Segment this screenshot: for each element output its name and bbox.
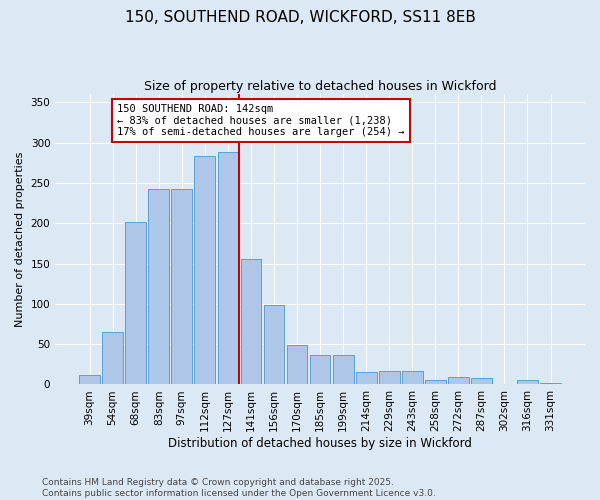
- Bar: [125, 222, 146, 384]
- Bar: [79, 375, 100, 384]
- Bar: [356, 372, 377, 384]
- Bar: [241, 260, 262, 384]
- Bar: [333, 354, 353, 384]
- Bar: [471, 378, 492, 384]
- Bar: [425, 380, 446, 384]
- Bar: [310, 354, 331, 384]
- Bar: [517, 380, 538, 384]
- Text: 150 SOUTHEND ROAD: 142sqm
← 83% of detached houses are smaller (1,238)
17% of se: 150 SOUTHEND ROAD: 142sqm ← 83% of detac…: [117, 104, 405, 137]
- Bar: [402, 371, 422, 384]
- Bar: [287, 345, 307, 385]
- X-axis label: Distribution of detached houses by size in Wickford: Distribution of detached houses by size …: [168, 437, 472, 450]
- Bar: [379, 371, 400, 384]
- Bar: [218, 152, 238, 384]
- Y-axis label: Number of detached properties: Number of detached properties: [15, 152, 25, 327]
- Title: Size of property relative to detached houses in Wickford: Size of property relative to detached ho…: [144, 80, 496, 93]
- Bar: [540, 383, 561, 384]
- Text: Contains HM Land Registry data © Crown copyright and database right 2025.
Contai: Contains HM Land Registry data © Crown c…: [42, 478, 436, 498]
- Bar: [194, 156, 215, 384]
- Bar: [172, 188, 192, 384]
- Bar: [148, 188, 169, 384]
- Bar: [263, 304, 284, 384]
- Bar: [448, 377, 469, 384]
- Bar: [102, 332, 123, 384]
- Text: 150, SOUTHEND ROAD, WICKFORD, SS11 8EB: 150, SOUTHEND ROAD, WICKFORD, SS11 8EB: [125, 10, 475, 25]
